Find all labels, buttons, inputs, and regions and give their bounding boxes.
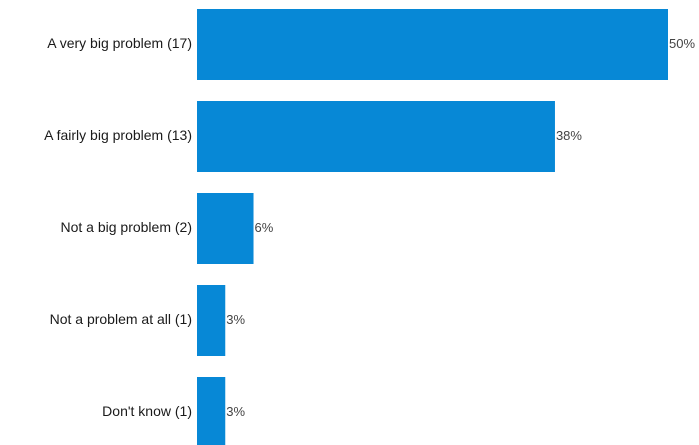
bar (197, 9, 668, 80)
category-label: Don't know (1) (102, 403, 192, 419)
value-label: 50% (669, 36, 695, 51)
category-label: A very big problem (17) (47, 35, 192, 51)
category-label: Not a big problem (2) (60, 219, 192, 235)
bar (197, 193, 254, 264)
bar (197, 101, 555, 172)
bar (197, 377, 226, 445)
value-label: 38% (556, 128, 582, 143)
value-label: 6% (255, 220, 274, 235)
value-label: 3% (226, 404, 245, 419)
value-label: 3% (226, 312, 245, 327)
category-label: Not a problem at all (1) (50, 311, 192, 327)
bar (197, 285, 226, 356)
category-label: A fairly big problem (13) (44, 127, 192, 143)
